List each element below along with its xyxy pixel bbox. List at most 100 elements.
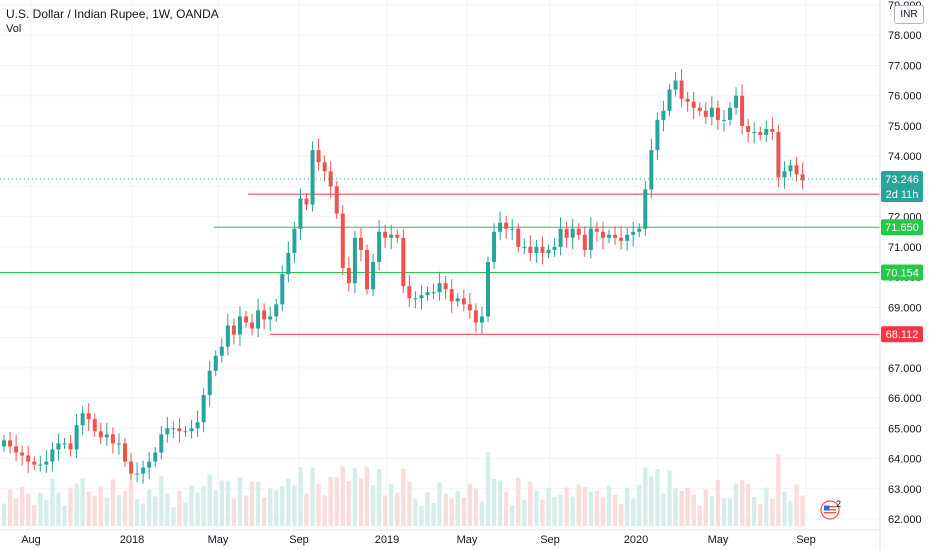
candle-body: [340, 213, 345, 269]
volume-bar: [782, 491, 787, 526]
currency-button[interactable]: INR: [894, 5, 924, 24]
volume-bar: [92, 496, 97, 526]
candle-body: [383, 231, 388, 238]
volume-bar: [32, 504, 37, 526]
candle-body: [794, 165, 799, 175]
volume-bar: [449, 498, 454, 526]
candle-body: [256, 310, 261, 329]
candle-body: [746, 125, 751, 132]
candle-body: [159, 434, 164, 453]
candle-body: [473, 310, 478, 323]
candle-body: [673, 80, 678, 90]
candle-body: [80, 413, 85, 426]
price-level-badge: [881, 219, 923, 236]
price-level-badge-label: 71.650: [885, 222, 919, 234]
candle-body: [44, 461, 49, 465]
volume-bar: [207, 474, 212, 526]
candle-body: [764, 128, 769, 136]
x-tick-label: Aug: [21, 534, 41, 546]
volume-legend[interactable]: Vol: [6, 23, 22, 35]
chart-title[interactable]: U.S. Dollar / Indian Rupee, 1W, OANDA: [6, 7, 219, 21]
candle-body: [800, 174, 805, 181]
volume-bar: [534, 490, 539, 526]
us-flag-icon[interactable]: [820, 500, 840, 520]
volume-bar: [419, 505, 424, 526]
candle-body: [280, 274, 285, 305]
candle-body: [26, 455, 31, 462]
candle-body: [371, 262, 376, 290]
candle-body: [401, 237, 406, 287]
candle-body: [504, 222, 509, 229]
volume-bar: [370, 485, 376, 526]
candle-body: [201, 395, 206, 423]
volume-bar: [322, 495, 327, 526]
volume-bar: [570, 496, 575, 526]
candle-body: [564, 228, 569, 238]
volume-bar: [56, 492, 61, 526]
candle-body: [183, 431, 188, 433]
candle-body: [558, 228, 563, 247]
volume-bar: [564, 487, 569, 526]
volume-bar: [201, 486, 206, 526]
volume-bar: [38, 493, 43, 526]
volume-bar: [425, 491, 430, 526]
candle-body: [56, 443, 61, 450]
candle-body: [461, 298, 466, 305]
price-axis[interactable]: 62.00063.00064.00065.00066.00067.00068.0…: [888, 0, 922, 526]
candle-body: [237, 316, 242, 335]
volume-bar: [364, 467, 370, 526]
candle-body: [443, 283, 448, 290]
volume-bar: [122, 490, 128, 526]
volume-bar: [794, 484, 799, 526]
volume-bar: [292, 485, 297, 526]
volume-bar: [491, 479, 497, 526]
candle-body: [286, 252, 291, 275]
candle-body: [225, 325, 230, 347]
volume-bar: [588, 491, 594, 526]
price-level-badge: [881, 326, 923, 343]
volume-bar: [231, 498, 237, 526]
volume-bar: [249, 481, 255, 526]
candle-body: [213, 355, 218, 371]
candle-body: [413, 298, 418, 300]
candle-body: [661, 110, 666, 120]
candle-body: [244, 316, 248, 323]
volume-bar: [558, 494, 563, 526]
volume-bar: [582, 487, 587, 526]
candle-body: [86, 413, 91, 420]
candle-body: [298, 198, 303, 229]
candle-body: [419, 295, 424, 299]
volume-bar: [310, 467, 315, 526]
candle-body: [721, 119, 726, 121]
volume-bar: [395, 492, 400, 526]
volume-bar: [62, 506, 67, 526]
volume-bar: [340, 466, 345, 526]
volume-bar: [631, 498, 636, 526]
candle-body: [540, 246, 545, 253]
y-tick-label: 64.000: [888, 454, 922, 466]
candle-body: [667, 89, 672, 111]
volume-bar: [655, 469, 660, 526]
volume-bar: [304, 493, 309, 526]
x-tick-label: Sep: [796, 534, 816, 546]
candle-body: [116, 443, 121, 445]
candle-body: [425, 292, 430, 296]
candle-body: [110, 434, 115, 444]
candle-body: [498, 222, 503, 232]
candle-body: [607, 234, 611, 238]
volume-bar: [298, 467, 303, 526]
price-level-badge-label: 70.154: [885, 267, 919, 279]
volume-bar: [116, 495, 122, 526]
candle-body: [516, 228, 521, 247]
grid-lines: [0, 0, 880, 530]
volume-bar: [649, 476, 654, 526]
candle-body: [395, 234, 400, 238]
y-tick-label: 63.000: [888, 484, 922, 496]
time-axis[interactable]: Aug 2018 May Sep 2019 May Sep 2020 May Sep: [21, 534, 816, 546]
candle-body: [352, 237, 357, 284]
volume-bar: [98, 486, 103, 526]
candle-body: [141, 467, 146, 474]
candle-body: [123, 443, 127, 462]
volume-bar: [758, 503, 763, 526]
